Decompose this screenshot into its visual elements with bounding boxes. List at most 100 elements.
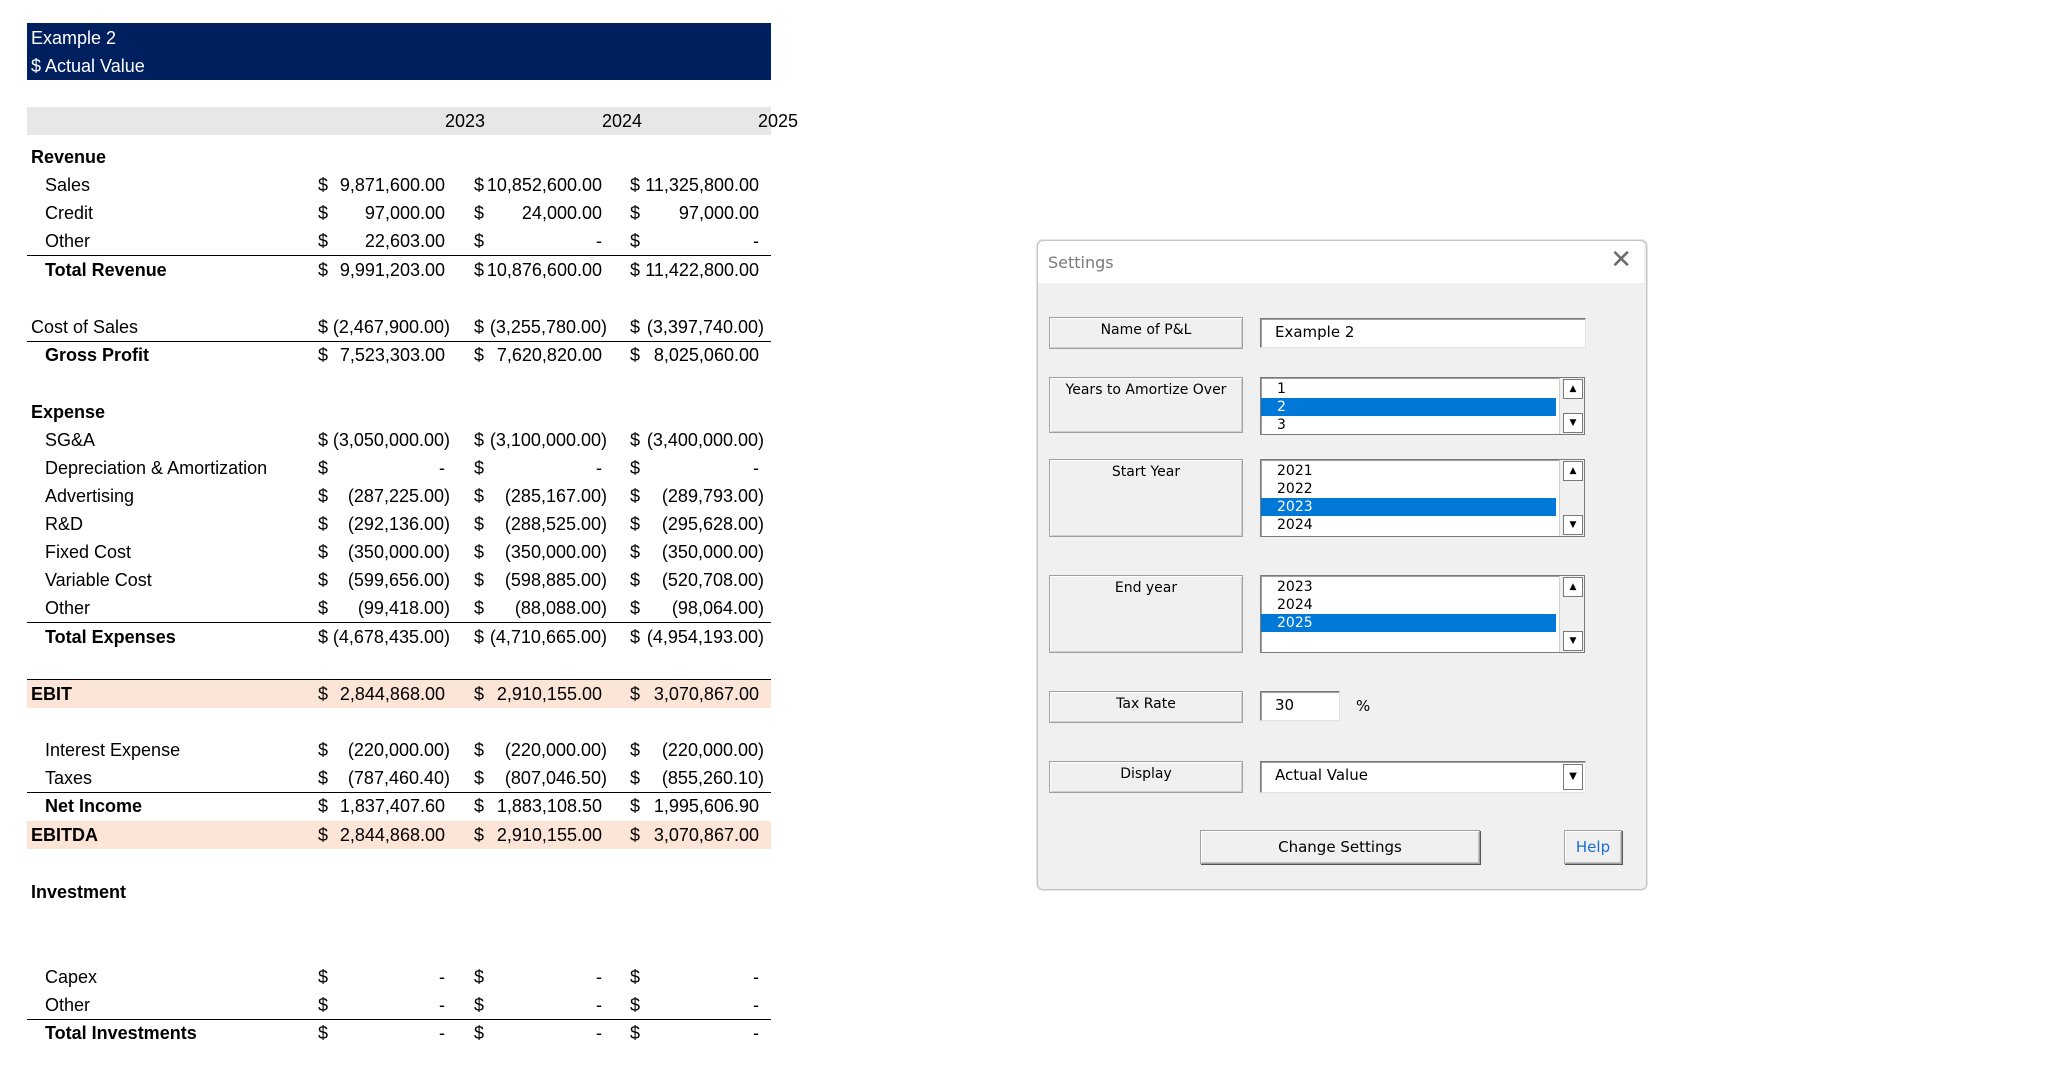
row-label[interactable]: Sales (45, 175, 91, 195)
row-label[interactable]: Gross Profit (45, 345, 150, 365)
cell-value[interactable]: 97,000.00 (678, 203, 764, 223)
row-label[interactable]: Fixed Cost (45, 542, 132, 562)
cell-value[interactable]: - (439, 995, 450, 1015)
cell-value[interactable]: (3,050,000.00) (332, 430, 450, 450)
cell-value[interactable]: (3,397,740.00) (646, 317, 764, 337)
cell-value[interactable]: - (596, 458, 607, 478)
start-year-option[interactable]: 2024 (1277, 517, 1313, 533)
cell-value[interactable]: (520,708.00) (661, 570, 764, 590)
year-header-2025[interactable]: 2025 (757, 111, 798, 131)
row-label[interactable]: Capex (45, 967, 98, 987)
row-label[interactable]: EBIT (31, 684, 73, 704)
cell-value[interactable]: (220,000.00) (347, 740, 450, 760)
cell-value[interactable]: (2,467,900.00) (332, 317, 450, 337)
cell-value[interactable]: (287,225.00) (347, 486, 450, 506)
cell-value[interactable]: (285,167.00) (504, 486, 607, 506)
cell-value[interactable]: (4,954,193.00) (646, 627, 764, 647)
chevron-down-icon[interactable]: ▼ (1563, 764, 1583, 790)
row-label[interactable]: Total Revenue (45, 260, 167, 280)
row-label[interactable]: Other (45, 231, 91, 251)
amortize-option[interactable]: 2 (1261, 398, 1556, 416)
close-icon[interactable]: ✕ (1610, 245, 1632, 275)
cell-value[interactable]: (288,525.00) (504, 514, 607, 534)
amortize-option[interactable]: 1 (1277, 381, 1286, 397)
row-label[interactable]: Taxes (45, 768, 93, 788)
cell-value[interactable]: 2,844,868.00 (339, 684, 450, 704)
start-year-listbox[interactable]: 2021 2022 2023 2024 ▲ ▼ (1260, 459, 1585, 537)
end-year-option[interactable]: 2024 (1277, 597, 1313, 613)
cell-value[interactable]: 2,910,155.00 (496, 684, 607, 704)
cell-value[interactable]: (220,000.00) (661, 740, 764, 760)
row-label[interactable]: Net Income (45, 796, 143, 816)
cell-value[interactable]: (350,000.00) (504, 542, 607, 562)
end-year-listbox[interactable]: 2023 2024 2025 ▲ ▼ (1260, 575, 1585, 653)
tax-rate-input[interactable]: 30 (1260, 691, 1340, 721)
amortize-scrollbar[interactable]: ▲ ▼ (1559, 378, 1584, 434)
scroll-up-icon[interactable]: ▲ (1563, 379, 1583, 399)
cell-value[interactable]: - (596, 231, 607, 251)
year-header-2023[interactable]: 2023 (444, 111, 485, 131)
row-label[interactable]: Interest Expense (45, 740, 181, 760)
cell-value[interactable]: 2,844,868.00 (339, 825, 450, 845)
cell-value[interactable]: - (596, 1023, 607, 1043)
cell-value[interactable]: - (753, 231, 764, 251)
display-combobox[interactable]: Actual Value ▼ (1260, 761, 1586, 793)
cell-value[interactable]: (598,885.00) (504, 570, 607, 590)
row-label[interactable]: Revenue (31, 147, 107, 167)
cell-value[interactable]: 22,603.00 (364, 231, 450, 251)
year-header-2024[interactable]: 2024 (601, 111, 642, 131)
cell-value[interactable]: 97,000.00 (364, 203, 450, 223)
start-year-scrollbar[interactable]: ▲ ▼ (1559, 460, 1584, 536)
scroll-down-icon[interactable]: ▼ (1563, 515, 1583, 535)
cell-value[interactable]: 9,871,600.00 (339, 175, 450, 195)
cell-value[interactable]: - (753, 995, 764, 1015)
row-label[interactable]: Other (45, 995, 91, 1015)
cell-value[interactable]: 3,070,867.00 (653, 684, 764, 704)
cell-value[interactable]: 7,523,303.00 (339, 345, 450, 365)
cell-value[interactable]: 10,876,600.00 (486, 260, 607, 280)
cell-value[interactable]: (220,000.00) (504, 740, 607, 760)
cell-value[interactable]: (99,418.00) (357, 598, 450, 618)
row-label[interactable]: Advertising (45, 486, 135, 506)
cell-value[interactable]: (295,628.00) (661, 514, 764, 534)
cell-value[interactable]: 11,422,800.00 (645, 260, 764, 280)
cell-value[interactable]: (599,656.00) (347, 570, 450, 590)
end-year-scrollbar[interactable]: ▲ ▼ (1559, 576, 1584, 652)
start-year-option[interactable]: 2023 (1261, 498, 1556, 516)
dialog-titlebar[interactable]: Settings ✕ (1038, 241, 1644, 283)
row-label[interactable]: Cost of Sales (31, 317, 139, 337)
cell-value[interactable]: 2,910,155.00 (496, 825, 607, 845)
cell-value[interactable]: 3,070,867.00 (653, 825, 764, 845)
cell-value[interactable]: - (596, 967, 607, 987)
cell-value[interactable]: (88,088.00) (514, 598, 607, 618)
cell-value[interactable]: (350,000.00) (661, 542, 764, 562)
cell-value[interactable]: (292,136.00) (347, 514, 450, 534)
cell-value[interactable]: (855,260.10) (661, 768, 764, 788)
row-label[interactable]: Variable Cost (45, 570, 152, 590)
cell-value[interactable]: 1,995,606.90 (653, 796, 764, 816)
end-year-option[interactable]: 2025 (1261, 614, 1556, 632)
cell-value[interactable]: - (753, 458, 764, 478)
cell-value[interactable]: 9,991,203.00 (339, 260, 450, 280)
amortize-option[interactable]: 3 (1277, 417, 1286, 433)
cell-value[interactable]: (4,710,665.00) (489, 627, 607, 647)
end-year-option[interactable]: 2023 (1277, 579, 1313, 595)
cell-value[interactable]: 8,025,060.00 (653, 345, 764, 365)
cell-value[interactable]: (3,255,780.00) (489, 317, 607, 337)
scroll-down-icon[interactable]: ▼ (1563, 631, 1583, 651)
cell-value[interactable]: (350,000.00) (347, 542, 450, 562)
row-label[interactable]: SG&A (45, 430, 96, 450)
cell-value[interactable]: 24,000.00 (521, 203, 607, 223)
row-label[interactable]: EBITDA (31, 825, 98, 845)
row-label[interactable]: Total Expenses (45, 627, 176, 647)
cell-value[interactable]: (787,460.40) (347, 768, 450, 788)
cell-value[interactable]: (98,064.00) (671, 598, 764, 618)
help-button[interactable]: Help (1564, 830, 1622, 864)
start-year-option[interactable]: 2022 (1277, 481, 1313, 497)
cell-value[interactable]: (3,400,000.00) (646, 430, 764, 450)
cell-value[interactable]: - (753, 967, 764, 987)
row-label[interactable]: Credit (45, 203, 94, 223)
scroll-up-icon[interactable]: ▲ (1563, 577, 1583, 597)
row-label[interactable]: Investment (31, 882, 127, 902)
